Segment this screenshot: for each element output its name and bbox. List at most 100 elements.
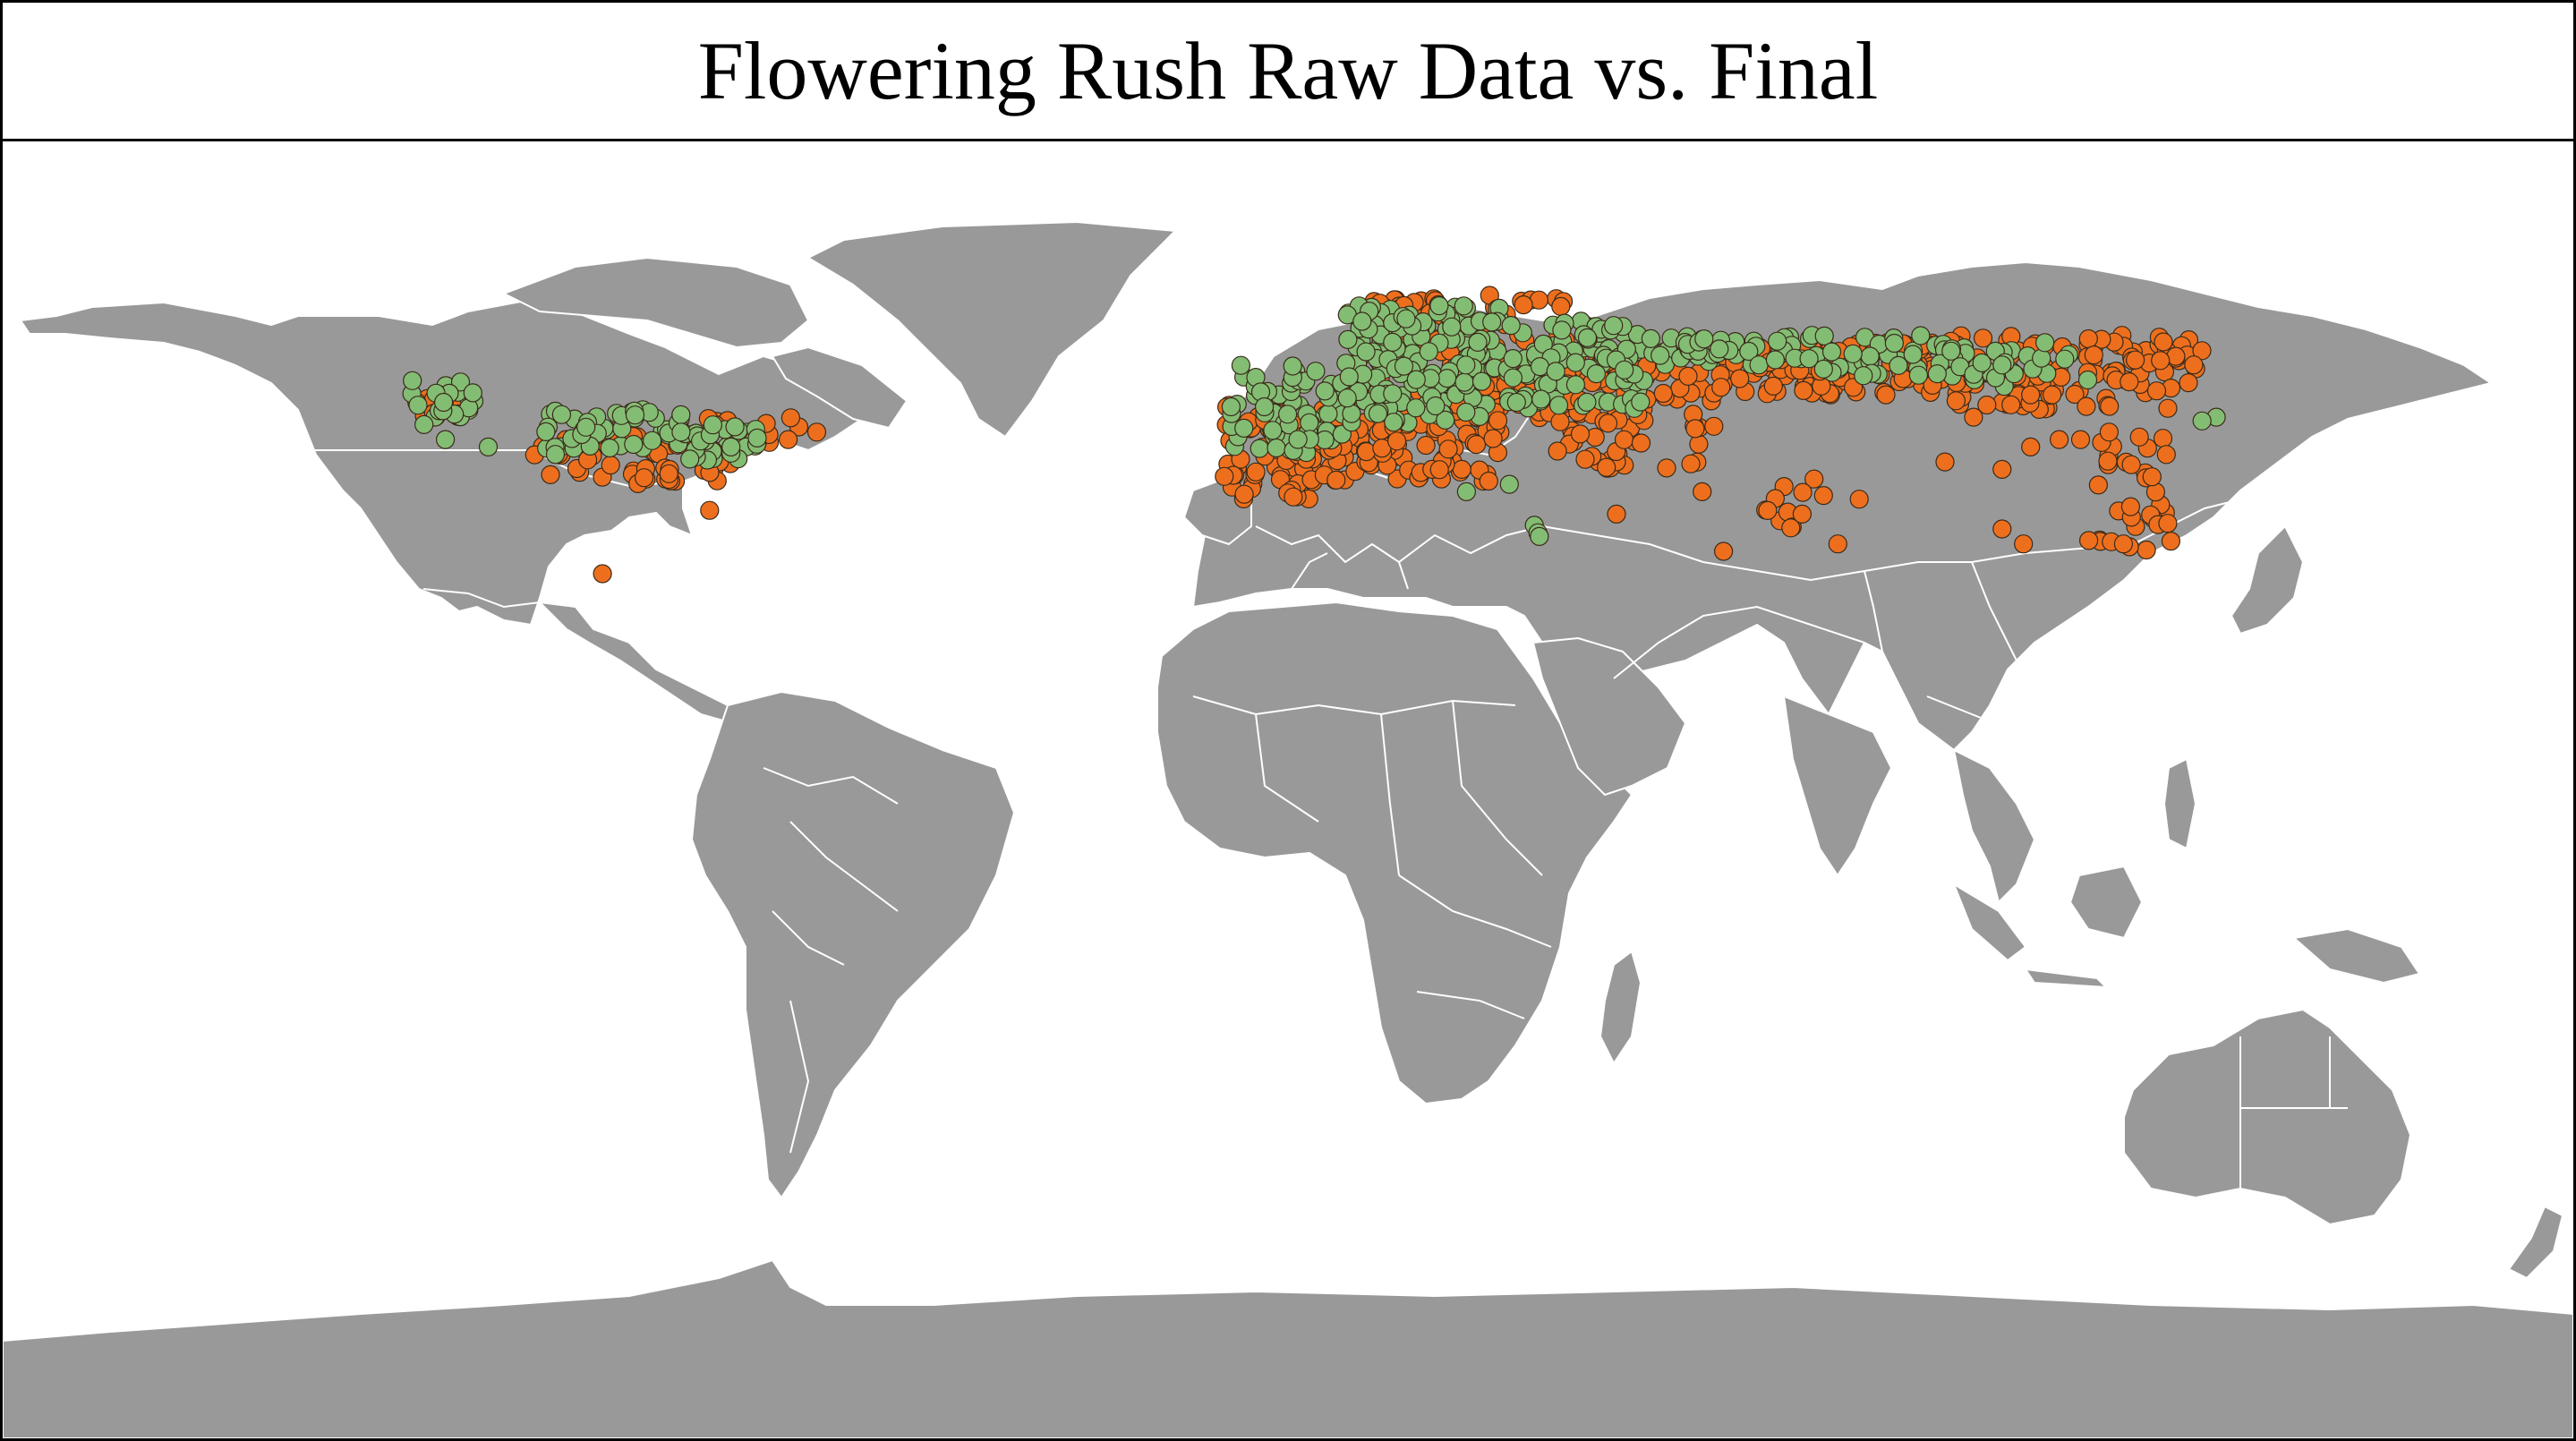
raw-data-point bbox=[1514, 295, 1533, 315]
raw-data-point bbox=[2126, 350, 2145, 370]
map-panel bbox=[3, 141, 2573, 1438]
final-data-point bbox=[1338, 329, 1358, 349]
raw-data-point bbox=[1597, 457, 1616, 477]
final-data-point bbox=[1884, 333, 1904, 354]
final-data-point bbox=[1471, 371, 1492, 391]
raw-data-point bbox=[1284, 487, 1303, 507]
final-data-point bbox=[747, 428, 767, 448]
final-data-point bbox=[1231, 355, 1251, 375]
asia-borders bbox=[1613, 561, 2026, 733]
raw-data-point bbox=[1452, 459, 1471, 479]
final-data-point bbox=[1429, 296, 1449, 316]
australia-landmass bbox=[2123, 1009, 2411, 1225]
final-data-point bbox=[1889, 355, 1908, 375]
final-data-point bbox=[408, 396, 428, 415]
raw-data-point bbox=[2158, 514, 2178, 533]
raw-data-point bbox=[1657, 458, 1676, 478]
final-data-point bbox=[625, 405, 645, 425]
final-data-point bbox=[1368, 404, 1388, 423]
raw-data-point bbox=[2065, 384, 2085, 405]
raw-data-point bbox=[2154, 332, 2173, 352]
raw-data-point bbox=[2146, 381, 2167, 401]
borneo-landmass bbox=[2069, 865, 2143, 939]
final-data-point bbox=[450, 372, 471, 392]
raw-data-point bbox=[1935, 452, 1955, 472]
central-america-landmass bbox=[539, 601, 746, 724]
final-data-point bbox=[1739, 341, 1759, 362]
final-data-point bbox=[1911, 326, 1931, 345]
final-data-point bbox=[436, 430, 456, 449]
raw-data-point bbox=[2151, 351, 2171, 371]
final-data-point bbox=[642, 431, 662, 450]
final-data-point bbox=[1419, 342, 1438, 362]
final-data-point bbox=[1315, 381, 1335, 401]
raw-data-point bbox=[2070, 430, 2091, 449]
final-data-point bbox=[1799, 349, 1819, 369]
final-data-point bbox=[1615, 360, 1634, 379]
final-data-point bbox=[1586, 364, 1607, 384]
raw-data-point bbox=[2043, 385, 2062, 405]
final-data-point bbox=[703, 415, 723, 435]
final-data-point bbox=[1531, 389, 1551, 409]
final-data-point bbox=[671, 422, 691, 442]
final-data-point bbox=[2032, 348, 2051, 368]
final-data-point bbox=[1506, 392, 1526, 413]
raw-data-point bbox=[778, 430, 798, 449]
raw-data-point bbox=[1548, 441, 1567, 461]
raw-data-point bbox=[2161, 532, 2180, 551]
raw-data-point bbox=[1704, 416, 1724, 436]
raw-data-point bbox=[1550, 412, 1570, 431]
final-data-point bbox=[1383, 332, 1403, 352]
final-data-point bbox=[1406, 370, 1426, 389]
raw-data-point bbox=[634, 468, 654, 488]
final-data-point bbox=[1356, 342, 1376, 362]
raw-data-point bbox=[1607, 504, 1626, 524]
final-data-point bbox=[1234, 418, 1254, 438]
raw-data-point bbox=[1215, 466, 1234, 486]
final-data-point bbox=[600, 438, 619, 458]
raw-data-point bbox=[2137, 540, 2156, 560]
final-data-point bbox=[1426, 396, 1446, 416]
final-data-point bbox=[1263, 421, 1283, 440]
final-data-point bbox=[1337, 388, 1357, 408]
final-data-point bbox=[1288, 430, 1308, 449]
final-data-point bbox=[1339, 367, 1359, 387]
raw-data-point bbox=[1876, 385, 1896, 405]
final-data-point bbox=[1503, 368, 1523, 388]
final-data-point bbox=[1941, 341, 1961, 361]
final-data-point bbox=[1530, 357, 1550, 377]
raw-data-point bbox=[2120, 497, 2140, 516]
raw-data-point bbox=[2088, 475, 2108, 495]
japan-landmass bbox=[2231, 525, 2304, 635]
final-data-point bbox=[1710, 339, 1729, 359]
arabia-landmass bbox=[1532, 637, 1686, 796]
raw-data-point bbox=[1730, 369, 1750, 388]
final-data-point bbox=[1254, 396, 1275, 417]
baffin-island bbox=[772, 346, 908, 429]
raw-data-point bbox=[2184, 355, 2204, 375]
raw-data-point bbox=[1356, 442, 1377, 462]
final-data-point bbox=[1854, 366, 1873, 386]
raw-data-point bbox=[2077, 396, 2096, 416]
raw-data-point bbox=[1483, 429, 1503, 448]
final-data-point bbox=[1903, 345, 1923, 364]
final-data-point bbox=[1814, 326, 1834, 345]
raw-data-point bbox=[2153, 429, 2173, 448]
final-data-point bbox=[1468, 332, 1488, 352]
final-data-point bbox=[1267, 438, 1286, 458]
raw-data-point bbox=[1992, 519, 2012, 539]
raw-data-point bbox=[806, 422, 827, 442]
final-data-point bbox=[478, 437, 499, 456]
raw-data-point bbox=[1977, 395, 1997, 415]
raw-data-point bbox=[1429, 460, 1449, 480]
final-data-point bbox=[1843, 344, 1863, 363]
raw-data-point bbox=[700, 500, 720, 520]
raw-data-point bbox=[2120, 372, 2139, 392]
final-data-point bbox=[2192, 411, 2212, 431]
final-data-point bbox=[1283, 356, 1302, 376]
final-data-point bbox=[1765, 350, 1786, 370]
madagascar-landmass bbox=[1599, 951, 1642, 1064]
raw-data-point bbox=[1551, 296, 1571, 316]
final-data-point bbox=[463, 383, 482, 403]
